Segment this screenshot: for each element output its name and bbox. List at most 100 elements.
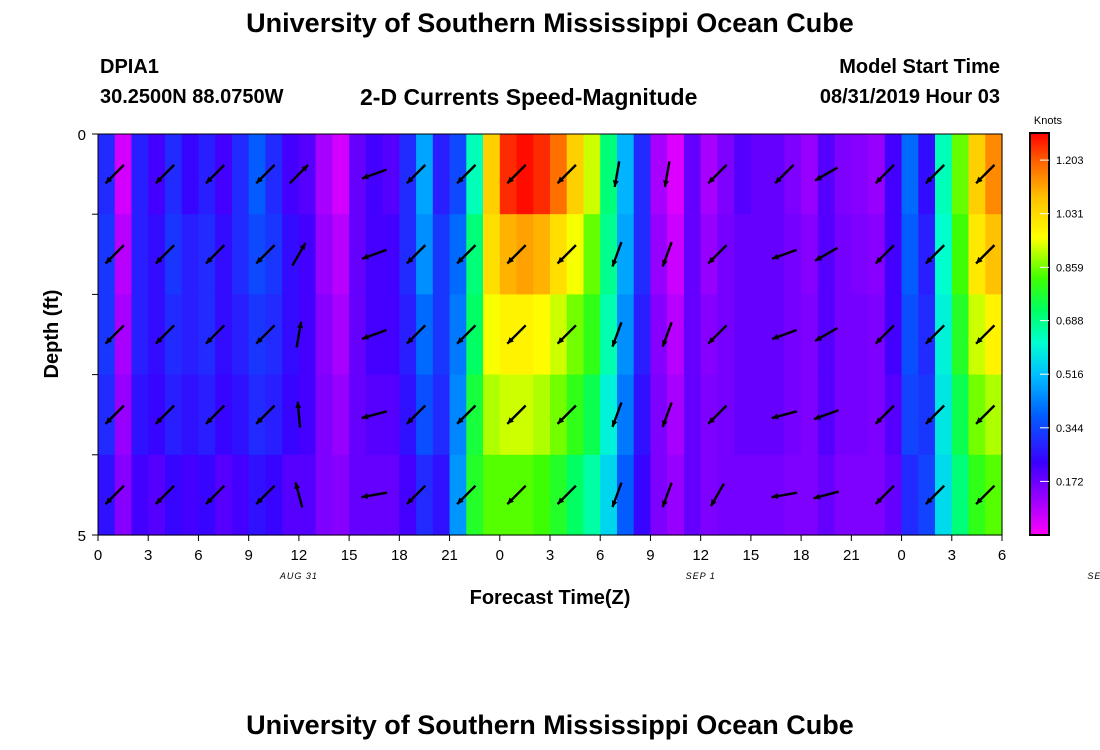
heatmap-cell [198,454,216,536]
heatmap-cell [550,454,568,536]
heatmap-cell [148,214,166,295]
svg-text:12: 12 [291,547,308,564]
x-axis: 0 3 6 9 12 15 18 21 0 3 6 9 12 15 18 21 0 3 6 [94,535,1006,564]
current-vector [814,326,839,343]
heatmap-cell [834,454,852,536]
current-vector [255,404,276,425]
heatmap-cell [466,134,484,215]
x-tick: 9 [646,535,655,564]
current-vector [104,164,125,185]
current-vector [556,404,577,425]
current-vector [294,482,304,508]
heatmap-cell [985,374,1003,456]
current-vector [611,482,623,508]
chart-subtitle: 2-D Currents Speed-Magnitude [360,84,698,110]
heatmap-cell [750,294,769,376]
heatmap-cell [198,214,216,295]
heatmap-cell [282,214,300,295]
heatmap-cell [231,294,250,376]
heatmap-cell [784,454,802,536]
current-vector [814,166,839,182]
svg-text:6: 6 [194,547,202,564]
heatmap-cell [416,374,434,456]
heatmap-cell [533,294,551,376]
heatmap-cell [533,454,551,536]
heatmap-cell [265,374,283,456]
heatmap-cell [951,214,970,295]
heatmap-cell [315,214,333,295]
current-vector [154,404,176,425]
current-vector [406,404,427,425]
heatmap-cell [901,374,919,456]
heatmap-cell [918,214,936,295]
svg-text:18: 18 [793,547,810,564]
heatmap-cell [499,294,518,376]
heatmap-cell [550,374,568,456]
current-vectors [104,161,996,508]
heatmap-cell [683,214,702,295]
current-vector [975,164,996,185]
current-vector [295,321,304,348]
current-vector [771,491,798,500]
heatmap-cell [633,214,652,295]
x-tick: 12 [692,535,709,564]
current-vector [205,404,226,425]
heatmap-cell [432,134,451,215]
colorbar-unit: Knots [1034,115,1063,127]
current-vector [406,484,427,505]
svg-text:15: 15 [743,547,760,564]
heatmap-cell [499,374,518,456]
heatmap-cell [181,134,200,215]
heatmap-cell [466,374,484,456]
heatmap-cell [935,214,953,295]
heatmap-cell [181,374,200,456]
heatmap-cell [148,294,166,376]
current-vector [154,484,176,505]
heatmap-cell [432,214,451,295]
heatmap-cell [700,454,719,536]
current-vector [104,324,125,345]
x-tick: 3 [546,535,554,564]
colorbar-tick-label: 0.859 [1056,262,1084,274]
heatmap-cell [449,294,467,376]
heatmap-cell [667,294,685,376]
current-vector [975,324,996,345]
heatmap-cell [98,454,116,536]
heatmap-cell [382,294,400,376]
x-tick: 0 [496,535,504,564]
current-vector [813,490,840,500]
heatmap-cell [717,454,735,536]
heatmap-cell [399,454,417,536]
heatmap-cell [516,134,534,215]
heatmap-cell [181,214,200,295]
current-vector [295,401,302,428]
current-vector [924,484,946,505]
heatmap-cell [801,214,819,295]
heatmap-cell [834,214,852,295]
colorbar-ticks: 1.203 1.031 0.859 0.688 0.516 0.344 0.172 [1040,155,1084,488]
heatmap-cell [968,134,986,215]
x-tick: 9 [244,535,253,564]
heatmap-cell [131,374,149,456]
heatmap-cell [868,454,886,536]
heatmap-cell [148,454,166,536]
heatmap-cell [265,454,283,536]
heatmap-cell [533,374,551,456]
heatmap-cell [315,294,333,376]
heatmap-cell [851,134,869,215]
current-vector [975,484,996,505]
current-vector [661,482,673,508]
heatmap-cell [918,134,936,215]
heatmap-cell [650,454,668,536]
current-vector [104,484,125,505]
heatmap-cell [683,294,702,376]
heatmap-cell [667,454,685,536]
heatmap-cell [968,454,986,536]
heatmap-cell [767,134,785,215]
current-vector [707,164,728,185]
heatmap-cell [98,374,116,456]
heatmap-cell [683,374,702,456]
heatmap-cell [633,454,652,536]
heatmap-cell [499,214,518,295]
heatmap-cell [298,454,317,536]
